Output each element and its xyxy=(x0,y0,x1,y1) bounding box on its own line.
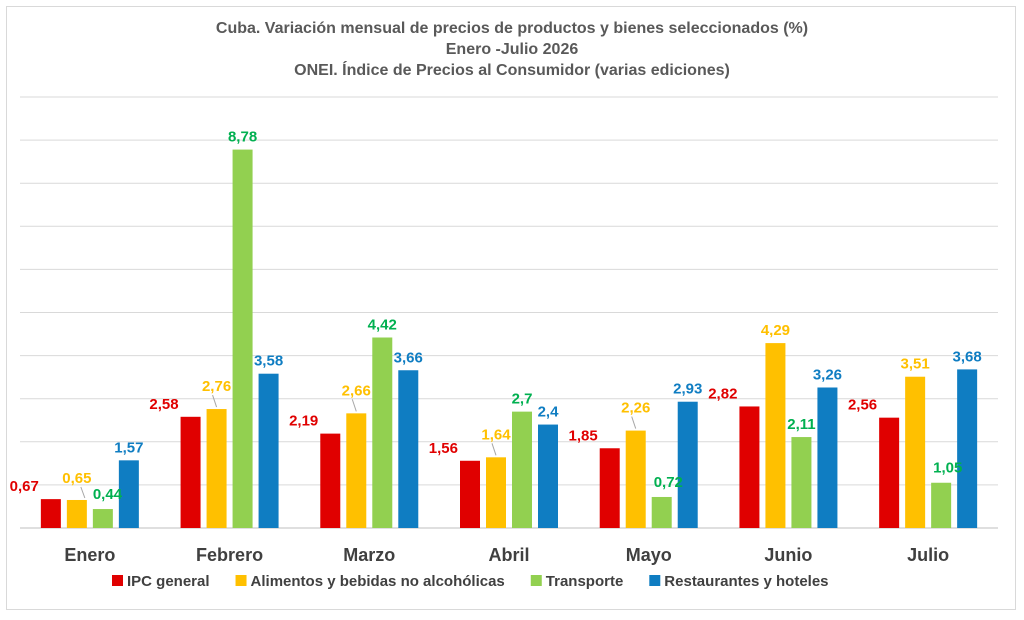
data-label: 3,51 xyxy=(901,356,930,373)
data-label: 3,26 xyxy=(813,366,842,383)
bar xyxy=(460,460,480,528)
bar xyxy=(258,373,279,528)
bar xyxy=(651,496,672,528)
bar xyxy=(66,499,87,528)
data-label: 1,64 xyxy=(481,426,511,443)
legend-label: Transporte xyxy=(546,573,624,590)
data-label: 2,11 xyxy=(787,416,815,433)
bars xyxy=(40,149,978,528)
bar xyxy=(372,337,393,528)
data-label: 0,67 xyxy=(10,478,39,495)
bar xyxy=(486,457,506,528)
data-label: 2,19 xyxy=(289,413,318,430)
data-label: 4,29 xyxy=(761,322,790,339)
bar xyxy=(320,433,341,528)
bar xyxy=(879,417,900,528)
category-label: Junio xyxy=(764,545,812,565)
legend-swatch xyxy=(112,575,123,586)
chart-titles: Cuba. Variación mensual de precios de pr… xyxy=(0,18,1024,81)
legend-swatch xyxy=(530,575,542,586)
category-label: Julio xyxy=(907,545,949,565)
bar xyxy=(92,509,113,528)
bar xyxy=(538,424,558,528)
category-label: Marzo xyxy=(343,545,395,565)
data-label: 2,4 xyxy=(538,404,560,421)
legend-label: IPC general xyxy=(127,573,210,590)
bar xyxy=(625,430,646,528)
data-label: 2,66 xyxy=(342,382,371,399)
bar xyxy=(905,376,926,528)
data-label: 8,78 xyxy=(228,129,257,146)
data-label: 2,76 xyxy=(202,378,231,395)
leader-line xyxy=(212,394,218,408)
bar xyxy=(791,437,812,528)
data-label: 2,7 xyxy=(512,391,533,408)
data-labels: 0,67 0,650,44 1,57 2,58 2,76 8,78 3,58 2,19 2,66… xyxy=(10,129,982,503)
category-axis: Enero Febrero Marzo Abril Mayo Junio Julio xyxy=(64,545,949,565)
data-label: 4,42 xyxy=(368,316,397,333)
chart-title: Cuba. Variación mensual de precios de pr… xyxy=(215,20,809,37)
data-label: 2,93 xyxy=(673,381,702,398)
data-label: 2,82 xyxy=(708,385,737,402)
bar xyxy=(232,149,253,528)
bar xyxy=(118,460,139,528)
chart-source: ONEI. Índice de Precios al Consumidor (v… xyxy=(294,62,730,79)
bar xyxy=(180,416,201,528)
leader-lines xyxy=(80,394,637,499)
bar xyxy=(739,406,760,528)
data-label: 0,65 xyxy=(62,470,91,487)
data-label: 1,85 xyxy=(569,427,598,444)
data-label: 0,44 xyxy=(93,486,123,503)
chart-subtitle: Enero -Julio 2026 xyxy=(445,41,579,58)
data-label: 2,56 xyxy=(848,397,877,414)
legend-label: Alimentos y bebidas no alcohólicas xyxy=(251,573,505,590)
leader-line xyxy=(491,443,497,456)
gridlines xyxy=(20,96,998,529)
legend: IPC general Alimentos y bebidas no alcohó… xyxy=(112,573,829,590)
category-label: Abril xyxy=(488,545,529,565)
leader-line xyxy=(80,486,86,499)
data-label: 3,58 xyxy=(254,353,283,370)
data-label: 1,05 xyxy=(933,460,962,477)
data-label: 2,26 xyxy=(621,400,650,417)
bar xyxy=(765,343,786,528)
bar xyxy=(817,387,838,528)
chart-frame xyxy=(6,6,1016,610)
data-label: 3,68 xyxy=(953,348,982,365)
leader-line xyxy=(631,416,637,429)
bar xyxy=(398,370,419,528)
legend-swatch xyxy=(235,575,247,586)
bar xyxy=(346,413,367,528)
bar xyxy=(957,369,978,528)
category-label: Enero xyxy=(64,545,115,565)
data-label: 1,56 xyxy=(429,440,458,457)
legend-swatch xyxy=(649,575,661,586)
data-label: 0,72 xyxy=(654,474,683,491)
data-label: 2,58 xyxy=(149,396,178,413)
bar xyxy=(40,499,61,528)
bar xyxy=(599,448,620,528)
bar xyxy=(206,409,227,528)
bar xyxy=(512,411,532,528)
leader-line xyxy=(351,399,357,412)
data-label: 1,57 xyxy=(114,439,143,456)
bar xyxy=(677,401,698,528)
data-label: 3,66 xyxy=(394,349,423,366)
bar xyxy=(931,482,952,528)
category-label: Mayo xyxy=(626,545,672,565)
legend-label: Restaurantes y hoteles xyxy=(664,573,828,590)
category-label: Febrero xyxy=(196,545,263,565)
